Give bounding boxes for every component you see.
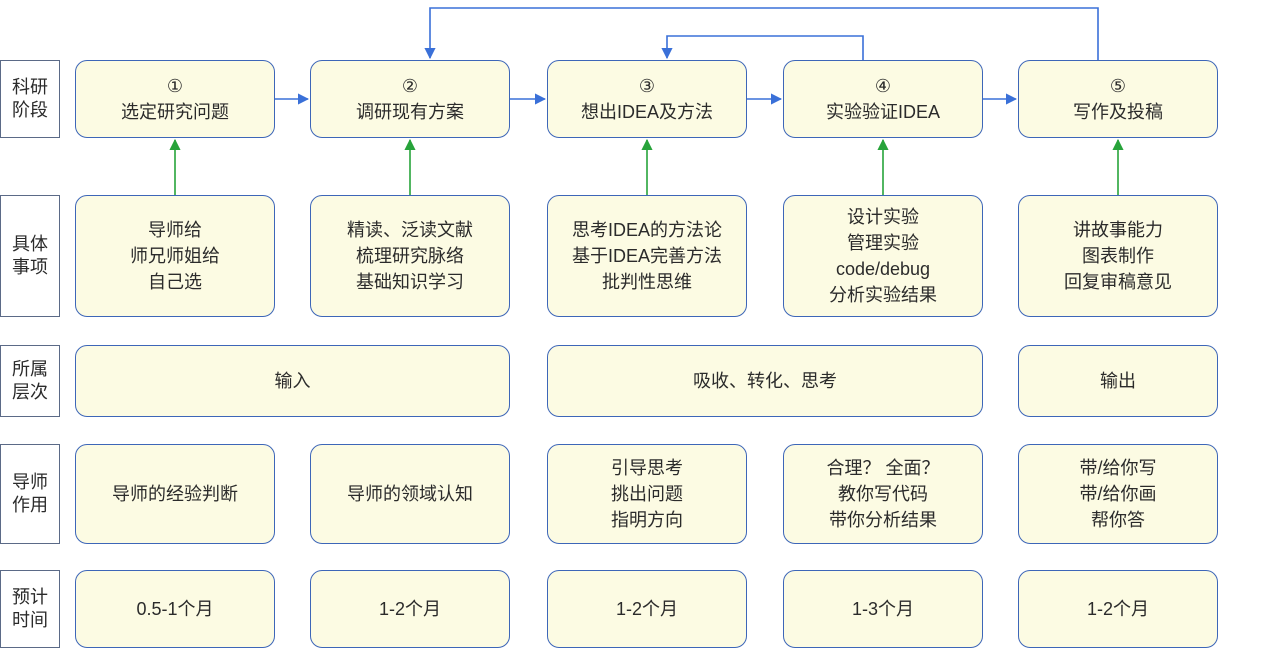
level-output: 输出: [1018, 345, 1218, 417]
label-stage: 科研阶段: [0, 60, 60, 138]
stage-4: ④实验验证IDEA: [783, 60, 983, 138]
detail-3: 思考IDEA的方法论基于IDEA完善方法批判性思维: [547, 195, 747, 317]
time-5: 1-2个月: [1018, 570, 1218, 648]
detail-5: 讲故事能力图表制作回复审稿意见: [1018, 195, 1218, 317]
role-1: 导师的经验判断: [75, 444, 275, 544]
level-input: 输入: [75, 345, 510, 417]
stage-1: ①选定研究问题: [75, 60, 275, 138]
role-5: 带/给你写带/给你画帮你答: [1018, 444, 1218, 544]
time-1: 0.5-1个月: [75, 570, 275, 648]
label-time: 预计时间: [0, 570, 60, 648]
label-detail: 具体事项: [0, 195, 60, 317]
time-2: 1-2个月: [310, 570, 510, 648]
role-4: 合理？ 全面？教你写代码带你分析结果: [783, 444, 983, 544]
label-level: 所属层次: [0, 345, 60, 417]
detail-2: 精读、泛读文献梳理研究脉络基础知识学习: [310, 195, 510, 317]
stage-3: ③想出IDEA及方法: [547, 60, 747, 138]
detail-4: 设计实验管理实验code/debug分析实验结果: [783, 195, 983, 317]
detail-1: 导师给师兄师姐给自己选: [75, 195, 275, 317]
label-role: 导师作用: [0, 444, 60, 544]
time-4: 1-3个月: [783, 570, 983, 648]
stage-2: ②调研现有方案: [310, 60, 510, 138]
stage-5: ⑤写作及投稿: [1018, 60, 1218, 138]
time-3: 1-2个月: [547, 570, 747, 648]
role-3: 引导思考挑出问题指明方向: [547, 444, 747, 544]
level-process: 吸收、转化、思考: [547, 345, 983, 417]
role-2: 导师的领域认知: [310, 444, 510, 544]
